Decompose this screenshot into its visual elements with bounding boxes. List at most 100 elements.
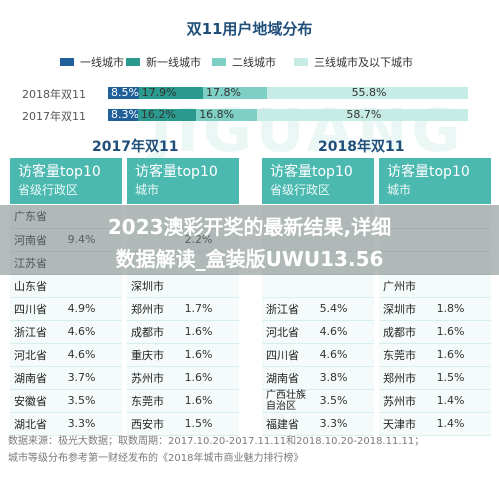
legend-item: 新一线城市	[126, 55, 201, 69]
region-name: 郑州市	[127, 297, 181, 321]
legend-swatch	[126, 58, 140, 66]
panel-title: 访客量top10	[270, 164, 353, 180]
region-name: 成都市	[379, 320, 433, 344]
legend-label: 二线城市	[232, 56, 276, 69]
chart-title: 双11用户地域分布	[186, 20, 313, 38]
bar-segment: 58.7%	[256, 109, 468, 121]
bar-segment: 8.3%	[108, 109, 138, 121]
region-name: 郑州市	[379, 366, 433, 390]
table-row: 河北省 4.6%	[262, 320, 374, 344]
table-row: 深圳市	[127, 274, 239, 298]
table-2018-province: 浙江省 5.4% 河北省 4.6% 四川省 4.6% 湖南省 3.8% 广西壮族自治区 3.5% 福…	[262, 205, 374, 436]
region-share	[180, 274, 239, 298]
region-share: 3.8%	[315, 366, 374, 390]
region-share: 3.3%	[315, 412, 374, 436]
table-row: 成都市 1.6%	[127, 320, 239, 344]
region-name: 深圳市	[127, 274, 181, 298]
table-row: 湖南省 3.8%	[262, 366, 374, 390]
footer-reference: 城市等级分布参考第一财经发布的《2018年城市商业魅力排行榜》	[8, 453, 304, 464]
region-share: 1.6%	[432, 320, 491, 344]
table-row: 成都市 1.6%	[379, 320, 491, 344]
bar-segment: 55.8%	[267, 87, 468, 99]
table-row: 东莞市 1.6%	[379, 343, 491, 367]
table-row	[262, 274, 374, 298]
panel-title: 访客量top10	[135, 164, 218, 180]
region-name: 湖南省	[10, 366, 64, 390]
table-row: 深圳市 1.8%	[379, 297, 491, 321]
region-share: 1.8%	[432, 297, 491, 321]
legend-label: 新一线城市	[146, 56, 201, 69]
panel-head-2018-city: 访客量top10 城市	[379, 158, 491, 204]
region-name: 成都市	[127, 320, 181, 344]
region-share: 3.5%	[63, 389, 122, 413]
region-share: 1.4%	[432, 389, 491, 413]
table-row: 安徽省 3.5%	[10, 389, 122, 413]
table-row: 重庆市 1.6%	[127, 343, 239, 367]
region-name: 广西壮族自治区	[262, 389, 316, 413]
panel-head-2017-province: 访客量top10 省级行政区	[10, 158, 122, 204]
brand-watermark: JIGUANG	[150, 96, 465, 166]
legend-swatch	[60, 58, 74, 66]
region-share	[315, 274, 374, 298]
region-name: 东莞市	[127, 389, 181, 413]
legend-item: 一线城市	[60, 55, 124, 69]
legend-item: 三线城市及以下城市	[294, 55, 413, 69]
region-name: 安徽省	[10, 389, 64, 413]
panel-head-2017-city: 访客量top10 城市	[127, 158, 239, 204]
region-name: 浙江省	[262, 297, 316, 321]
bar-category-label: 2018年双11	[22, 88, 86, 101]
panel-subtitle: 省级行政区	[18, 183, 79, 197]
region-name: 苏州市	[379, 389, 433, 413]
region-share: 1.6%	[432, 343, 491, 367]
panel-subtitle: 城市	[135, 183, 160, 197]
table-row: 苏州市 1.4%	[379, 389, 491, 413]
region-share	[432, 274, 491, 298]
region-name: 福建省	[262, 412, 316, 436]
table-row: 湖南省 3.7%	[10, 366, 122, 390]
overlay-line-1: 2023澳彩开奖的最新结果,详细	[107, 215, 392, 239]
region-share: 1.6%	[180, 366, 239, 390]
bar-segment: 16.8%	[196, 109, 257, 121]
region-share: 3.3%	[63, 412, 122, 436]
region-share: 4.6%	[63, 343, 122, 367]
region-share: 4.6%	[315, 320, 374, 344]
region-name	[262, 274, 316, 298]
table-row: 浙江省 5.4%	[262, 297, 374, 321]
panel-subtitle: 省级行政区	[270, 183, 331, 197]
region-name: 四川省	[10, 297, 64, 321]
region-share: 3.5%	[315, 389, 374, 413]
panel-title: 访客量top10	[18, 164, 101, 180]
table-row: 四川省 4.9%	[10, 297, 122, 321]
legend-label: 一线城市	[80, 56, 124, 69]
bar-segment: 8.5%	[108, 87, 139, 99]
region-name: 湖北省	[10, 412, 64, 436]
region-share: 1.6%	[180, 320, 239, 344]
region-name: 重庆市	[127, 343, 181, 367]
bar-segment: 17.8%	[203, 87, 268, 99]
footer-source: 数据来源：极光大数据；取数周期：2017.10.20-2017.11.11和20…	[8, 436, 425, 447]
overlay-line-2: 数据解读_盒装版UWU13.56	[115, 247, 384, 271]
region-share: 3.7%	[63, 366, 122, 390]
region-name: 苏州市	[127, 366, 181, 390]
table-row: 福建省 3.3%	[262, 412, 374, 436]
legend-label: 三线城市及以下城市	[314, 56, 413, 69]
table-row: 河北省 4.6%	[10, 343, 122, 367]
region-name: 浙江省	[10, 320, 64, 344]
bar-segment: 17.9%	[138, 87, 204, 99]
legend-item: 二线城市	[212, 55, 276, 69]
region-share: 1.6%	[180, 343, 239, 367]
region-share: 1.4%	[432, 412, 491, 436]
table-row: 四川省 4.6%	[262, 343, 374, 367]
region-name: 西安市	[127, 412, 181, 436]
region-name: 广州市	[379, 274, 433, 298]
region-share: 1.7%	[180, 297, 239, 321]
region-share	[63, 274, 122, 298]
legend-swatch	[294, 58, 308, 66]
bar-segment: 16.2%	[137, 109, 197, 121]
region-name: 四川省	[262, 343, 316, 367]
region-share: 4.6%	[315, 343, 374, 367]
table-row: 郑州市 1.7%	[127, 297, 239, 321]
year-label-2017: 2017年双11	[92, 139, 179, 155]
region-share: 4.9%	[63, 297, 122, 321]
region-share: 1.5%	[180, 412, 239, 436]
